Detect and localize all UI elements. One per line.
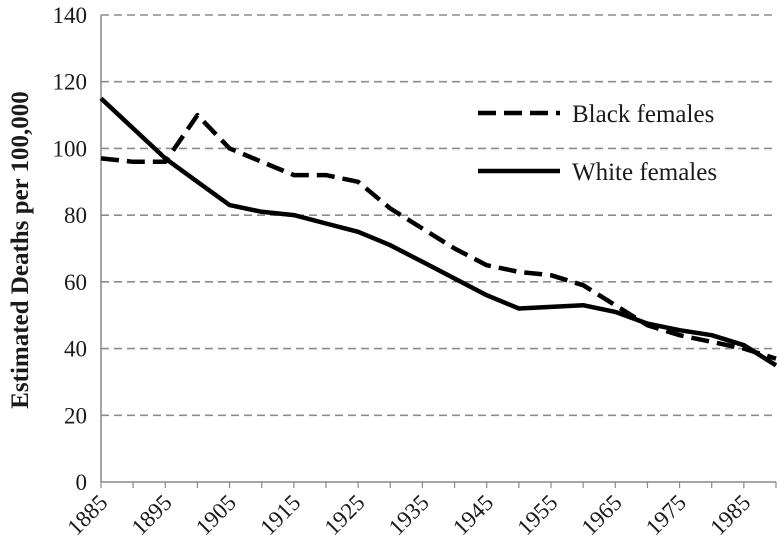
axes: 0 20 40 60 80 100 120 140 1885 1895 1905 1915 1925 19… — [53, 3, 777, 540]
series-lines — [99, 96, 777, 368]
y-tick-label: 60 — [64, 270, 87, 295]
x-tick-label: 1985 — [705, 490, 755, 540]
y-tick-label: 20 — [64, 403, 87, 428]
series-line-white-females — [99, 96, 777, 368]
y-tick-label: 140 — [53, 3, 88, 28]
x-tick-label: 1915 — [255, 490, 305, 540]
series-line-black-females — [100, 112, 777, 361]
legend-label: White females — [572, 159, 717, 186]
x-tick-label: 1955 — [512, 490, 562, 540]
x-tick-label: 1905 — [191, 490, 241, 540]
legend: Black females White females — [478, 101, 717, 186]
gridlines — [101, 14, 776, 417]
y-tick-label: 0 — [76, 470, 88, 495]
y-tick-label: 120 — [53, 70, 88, 95]
legend-label: Black females — [572, 101, 714, 128]
x-tick-label: 1965 — [577, 490, 627, 540]
y-axis-title: Estimated Deaths per 100,000 — [7, 91, 34, 409]
x-tick-label: 1935 — [384, 490, 434, 540]
x-tick-label: 1975 — [641, 490, 691, 540]
x-tick-label: 1895 — [127, 490, 177, 540]
x-tick-label: 1945 — [448, 490, 498, 540]
x-tick-label: 1925 — [319, 490, 369, 540]
x-tick-label: 1885 — [62, 490, 112, 540]
y-tick-label: 80 — [64, 203, 87, 228]
y-tick-label: 100 — [53, 136, 88, 161]
y-tick-label: 40 — [64, 337, 87, 362]
